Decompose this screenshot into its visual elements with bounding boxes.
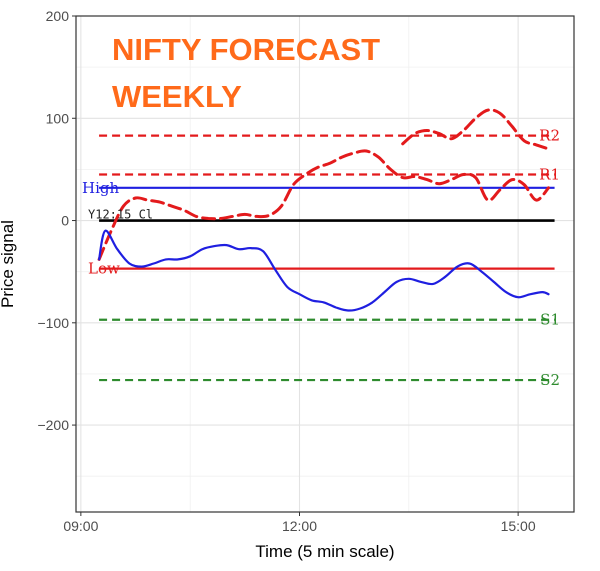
series-line-forecast-upper: [401, 108, 550, 151]
series-line-forecast: [97, 149, 550, 261]
level-label-high: High: [82, 179, 119, 197]
x-tick-label: 15:00: [501, 518, 536, 534]
level-label-s2: S2: [540, 371, 560, 389]
levels: [99, 134, 555, 382]
y-tick-label: −100: [37, 315, 69, 331]
series-group: [97, 108, 550, 312]
ticks: 200 100 0 −100 −200 09:00 12:00 15:00: [37, 8, 535, 534]
y-tick-label: −200: [37, 417, 69, 433]
x-tick-label: 12:00: [282, 518, 317, 534]
series-line-actual: [98, 229, 550, 312]
x-axis-title: Time (5 min scale): [255, 542, 394, 561]
x-tick-label: 09:00: [63, 518, 98, 534]
overlay-title-line-1: NIFTY FORECAST: [112, 32, 380, 67]
y-tick-label: 200: [46, 8, 70, 24]
level-labels: R2 R1 High Y12:15 Cl Low S1 S2: [82, 127, 560, 389]
level-label-s1: S1: [540, 311, 560, 329]
y-tick-label: 100: [46, 110, 70, 126]
level-label-r2: R2: [539, 127, 560, 145]
level-label-r1: R1: [539, 166, 560, 184]
y-tick-label: 0: [61, 213, 69, 229]
overlay-title-line-2: WEEKLY: [112, 79, 242, 114]
y-axis-title: Price signal: [0, 220, 17, 308]
level-label-y12-15-cl: Y12:15 Cl: [88, 208, 153, 222]
plot-panel-border: [75, 15, 575, 513]
level-label-low: Low: [88, 260, 120, 278]
